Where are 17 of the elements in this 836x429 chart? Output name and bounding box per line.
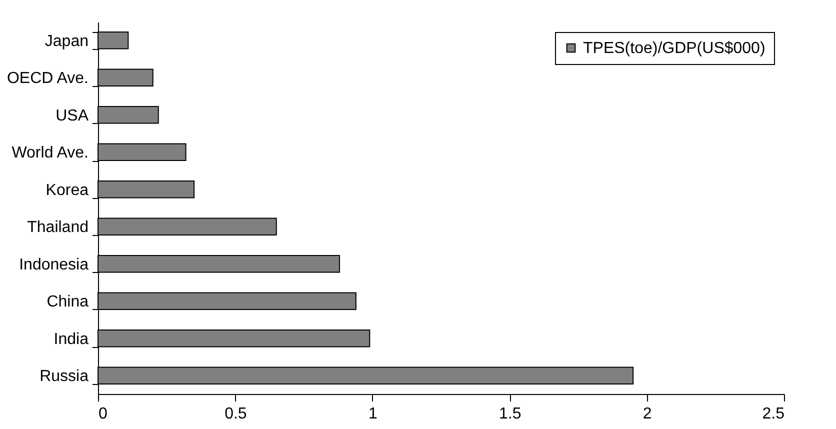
x-tick-label: 0.5 (224, 406, 247, 422)
y-tick-label: India (54, 330, 89, 348)
x-tick-label: 2.5 (762, 406, 785, 422)
y-tick-label: World Ave. (12, 144, 88, 162)
y-tick-label: OECD Ave. (6, 70, 88, 88)
legend-label: TPES(toe)/GDP(US$000) (583, 40, 766, 57)
y-tick-label: Korea (46, 182, 89, 199)
y-tick-label: Russia (40, 368, 89, 386)
x-tick-label: 1 (368, 406, 378, 422)
x-tick-label: 1.5 (498, 406, 522, 422)
y-tick-label: Japan (44, 32, 88, 50)
y-tick-label: Thailand (27, 219, 88, 236)
y-tick-label: USA (56, 107, 89, 124)
y-tick-label: China (46, 294, 89, 311)
y-tick-label: Indonesia (19, 256, 89, 274)
x-tick-label: 2 (642, 406, 652, 422)
x-tick-label: 0 (98, 406, 108, 422)
